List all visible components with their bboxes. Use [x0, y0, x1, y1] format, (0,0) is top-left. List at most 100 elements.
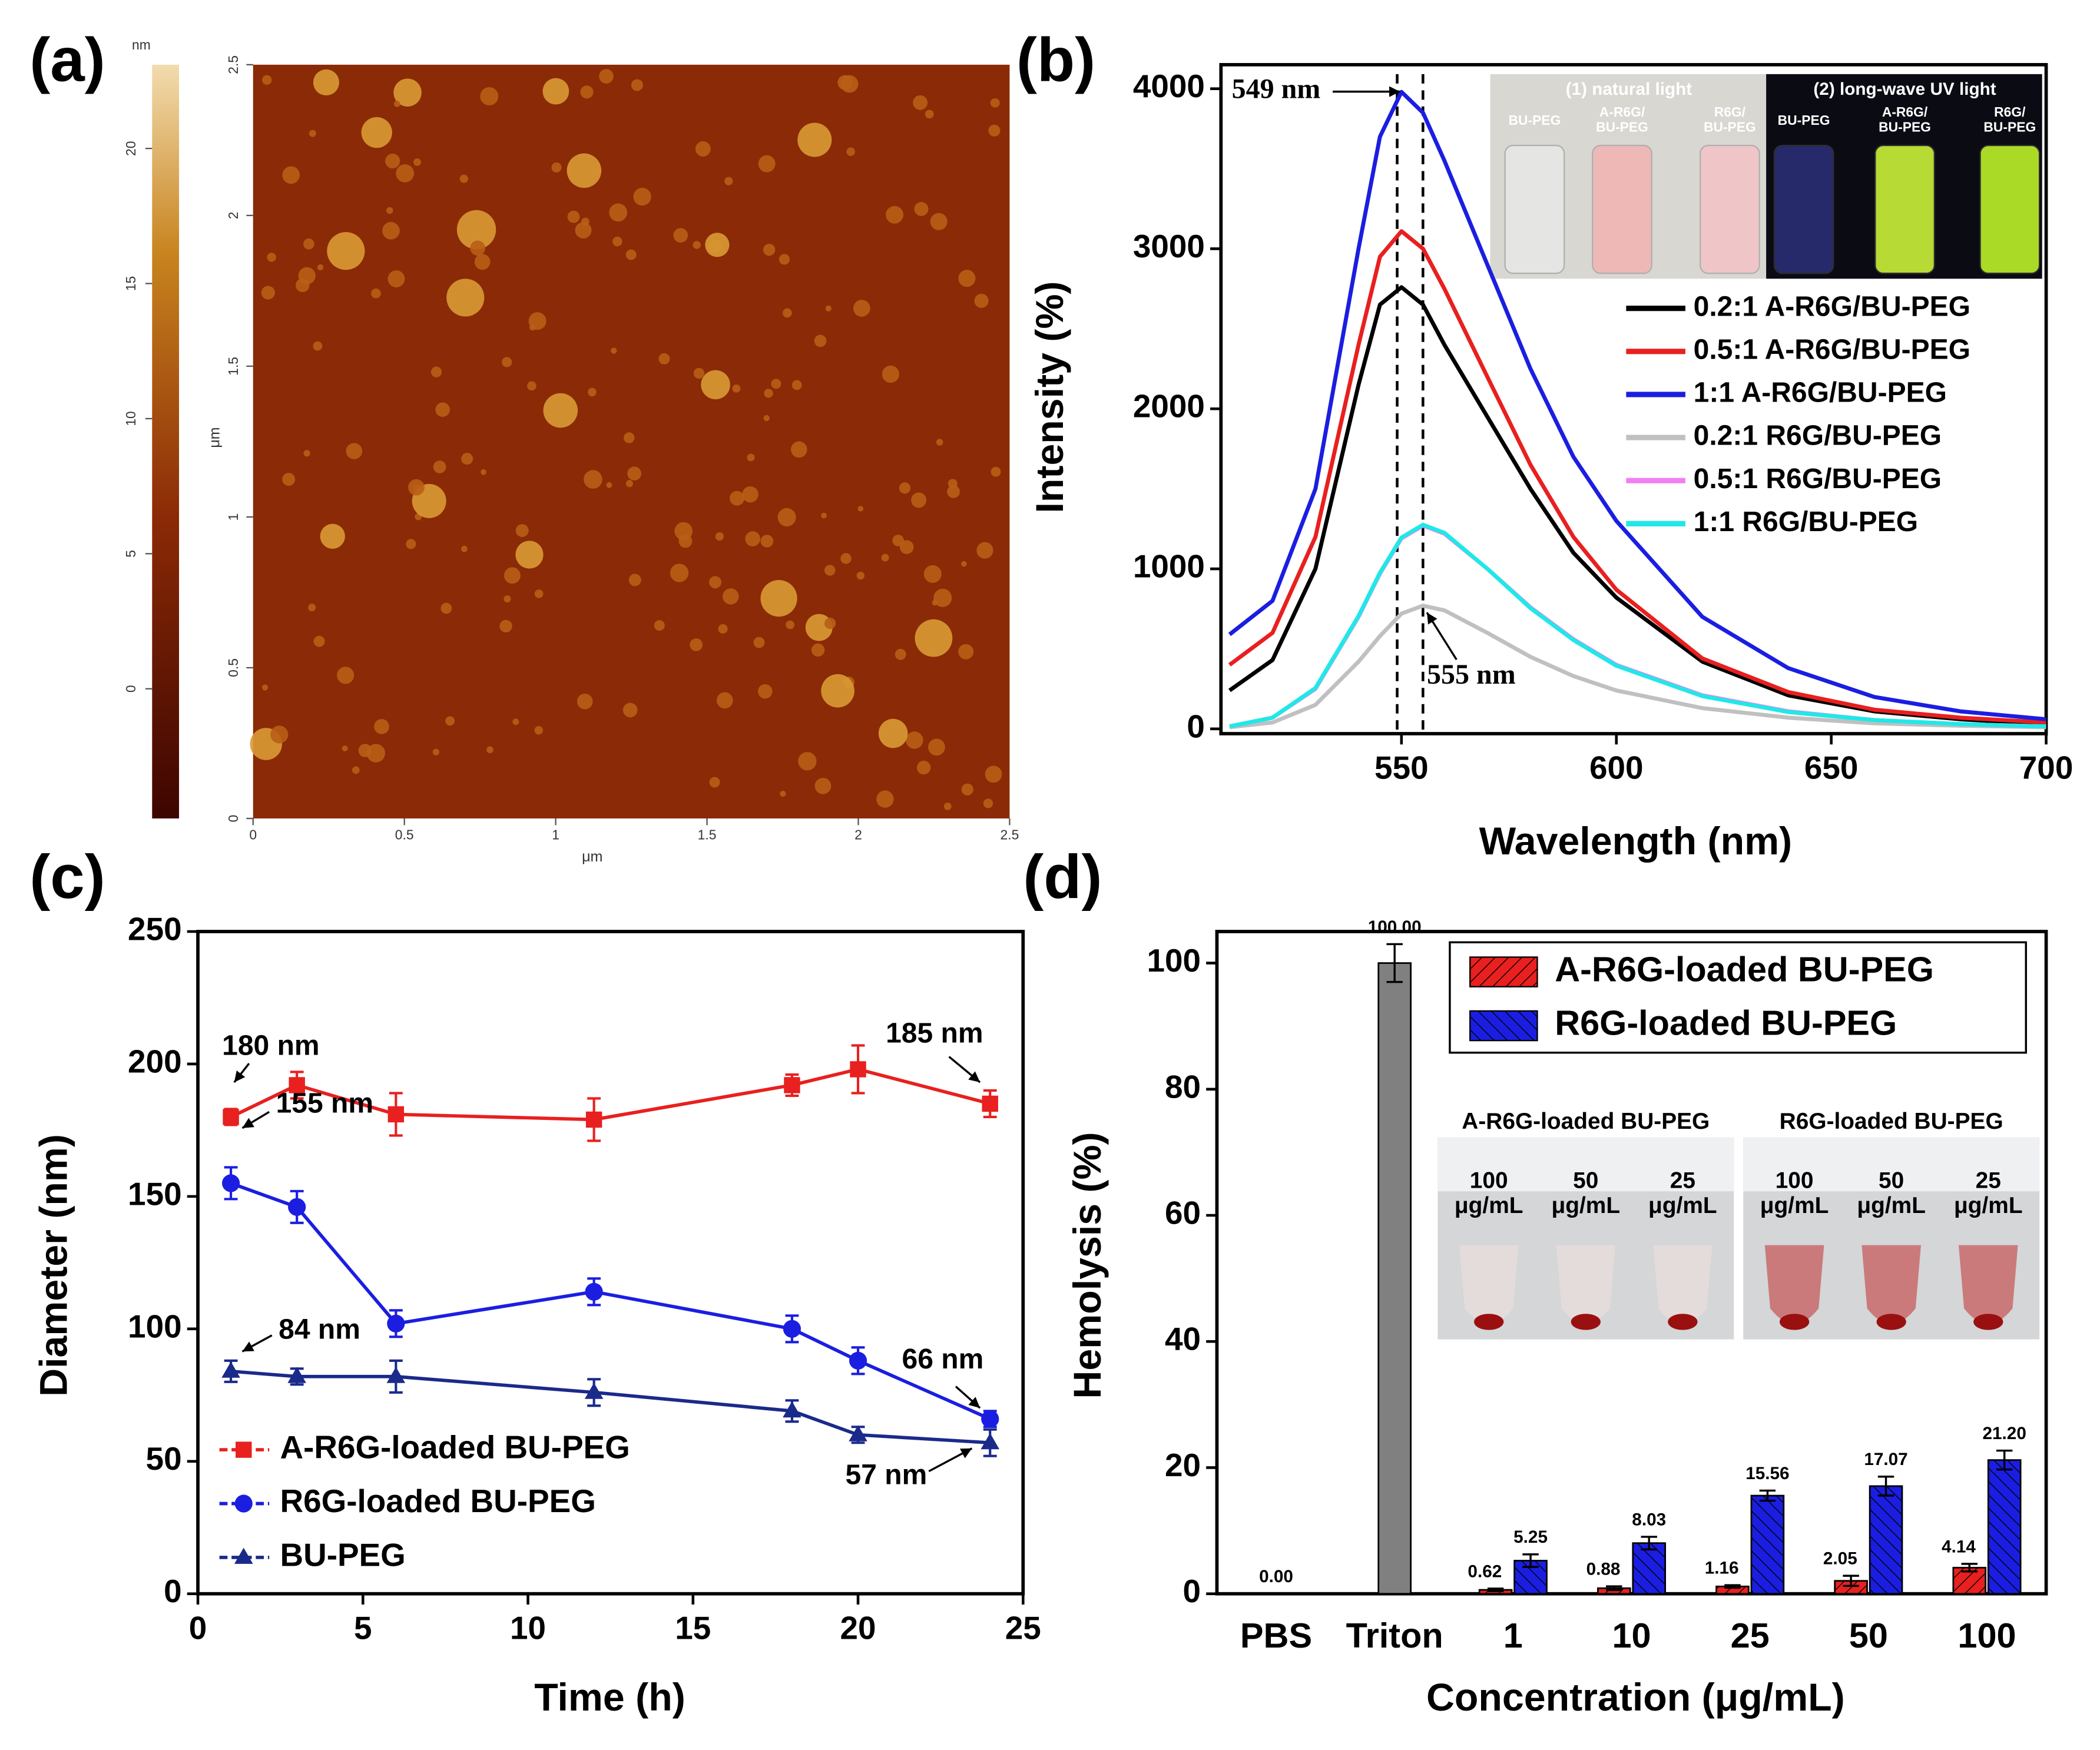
annotation: 180 nm — [222, 1030, 319, 1061]
legend-label: 1:1 R6G/BU-PEG — [1694, 506, 1918, 538]
afm-particle — [470, 240, 485, 256]
afm-particle — [303, 238, 314, 250]
afm-particle — [474, 254, 491, 270]
error-bar — [1996, 1449, 2013, 1471]
inset-label: 100 — [1776, 1168, 1814, 1193]
afm-particle — [588, 387, 597, 397]
value-label: 17.07 — [1864, 1450, 1907, 1469]
afm-particle — [385, 153, 400, 169]
afm-particle — [515, 524, 529, 538]
afm-particle — [825, 305, 832, 311]
photo-band — [1437, 1137, 1734, 1192]
afm-particle — [366, 744, 385, 763]
afm-particle — [732, 384, 741, 393]
inset-label: BU-PEG — [1596, 119, 1648, 134]
afm-particle — [876, 790, 894, 808]
afm-particle — [542, 78, 569, 105]
afm-particle — [631, 79, 643, 91]
error-bar — [1606, 1585, 1622, 1592]
afm-particle — [990, 98, 1000, 108]
afm-particle — [782, 308, 792, 318]
panel-label: (d) — [1023, 843, 1102, 912]
value-label: 8.03 — [1632, 1510, 1666, 1529]
vial — [1592, 144, 1652, 274]
inset-label: BU-PEG — [1778, 112, 1830, 128]
afm-particle — [577, 694, 593, 710]
value-label: 100.00 — [1368, 917, 1422, 937]
colorbar-tick-label: 15 — [123, 276, 138, 291]
afm-particle — [432, 748, 440, 755]
afm-particle — [261, 286, 275, 300]
afm-particle — [797, 122, 832, 157]
afm-particle — [382, 222, 400, 240]
afm-particle — [824, 618, 836, 629]
legend-box — [1449, 941, 2027, 1054]
marker — [234, 1547, 253, 1564]
panel-label: (b) — [1016, 26, 1095, 95]
afm-particle — [947, 485, 960, 498]
arrow-head — [234, 1070, 246, 1083]
afm-particle — [760, 535, 774, 548]
afm-particle — [512, 718, 519, 725]
afm-particle — [461, 545, 468, 552]
error-bar — [1961, 1563, 1978, 1573]
afm-particle — [856, 571, 864, 580]
afm-particle — [459, 174, 468, 183]
value-label: 0.88 — [1586, 1559, 1621, 1579]
afm-particle — [709, 777, 720, 788]
afm-particle — [690, 638, 703, 651]
afm-particle — [515, 541, 544, 569]
x-tick-label: Triton — [1346, 1616, 1443, 1655]
afm-particle — [337, 667, 355, 684]
vial — [1773, 144, 1834, 274]
marker — [849, 1351, 867, 1370]
legend-label: A-R6G-loaded BU-PEG — [280, 1429, 630, 1466]
error-bar — [1386, 943, 1403, 983]
x-tick-label: 2 — [854, 827, 862, 843]
marker — [387, 1106, 405, 1123]
marker — [287, 1367, 306, 1383]
afm-particle — [715, 532, 724, 541]
afm-particle — [974, 293, 989, 308]
marker — [221, 1361, 240, 1378]
afm-particle — [693, 367, 705, 379]
afm-particle — [899, 482, 911, 494]
vial — [1699, 144, 1760, 274]
legend-label: BU-PEG — [280, 1536, 405, 1573]
y-tick-label: 2 — [226, 212, 241, 220]
afm-particle — [282, 166, 300, 184]
afm-particle — [461, 453, 473, 465]
afm-particle — [673, 228, 688, 243]
panel-label: (a) — [29, 26, 105, 95]
x-tick-label: 10 — [510, 1609, 546, 1646]
marker — [981, 1410, 999, 1428]
afm-particle — [303, 450, 310, 457]
afm-particle — [718, 624, 728, 634]
afm-particle — [374, 719, 389, 734]
afm-particle — [857, 506, 864, 512]
afm-particle — [551, 162, 562, 173]
afm-particle — [906, 731, 923, 749]
afm-particle — [846, 147, 855, 156]
vial — [1979, 144, 2041, 274]
afm-particle — [916, 760, 931, 775]
inset-label: BU-PEG — [1704, 119, 1756, 134]
afm-particle — [529, 324, 536, 331]
colorbar-tick-label: 20 — [123, 141, 138, 155]
value-label: 2.05 — [1823, 1549, 1857, 1569]
afm-particle — [567, 210, 580, 223]
tube — [1958, 1245, 2018, 1324]
afm-particle — [282, 473, 296, 486]
afm-particle — [371, 288, 381, 299]
value-label: 21.20 — [1983, 1424, 2026, 1443]
afm-particle — [923, 565, 942, 583]
inset-label: μg/mL — [1760, 1193, 1829, 1218]
afm-particle — [925, 110, 934, 119]
error-bar — [1843, 1575, 1859, 1587]
colorbar — [152, 64, 180, 818]
afm-particle — [270, 725, 289, 744]
error-bar — [1724, 1584, 1741, 1589]
data-line — [1229, 522, 2046, 729]
afm-particle — [658, 353, 670, 364]
vial — [1504, 144, 1565, 274]
